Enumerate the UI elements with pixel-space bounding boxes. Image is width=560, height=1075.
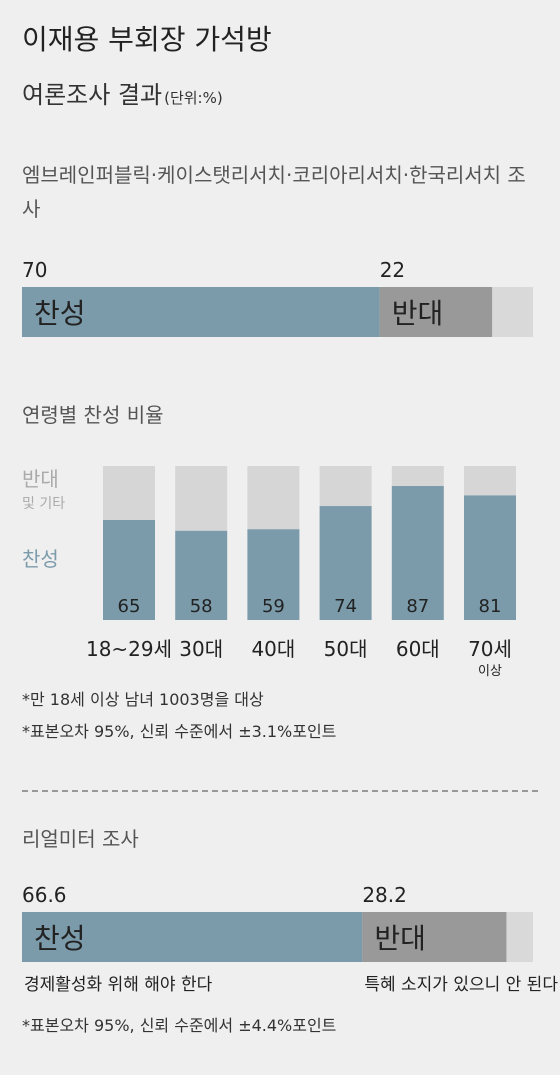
segment-label: 반대 (374, 922, 426, 955)
bar-segment (22, 287, 380, 337)
value-label: 74 (334, 596, 357, 617)
bar-segment (391, 466, 444, 487)
divider (22, 790, 538, 792)
bar-segment (319, 506, 372, 620)
segment-label: 반대 (392, 297, 444, 330)
legend-label: 찬성 (22, 547, 59, 571)
unit: (단위:%) (164, 89, 223, 107)
value-label: 22 (380, 258, 405, 282)
legend-label: 반대 및 기타 (22, 467, 66, 512)
bar-segment (464, 495, 516, 620)
bar-segment (175, 530, 228, 620)
value-label: 66.6 (22, 883, 67, 907)
chart-title: 연령별 찬성 비율 (22, 403, 164, 427)
subtitle: 여론조사 결과 (단위:%) (22, 80, 223, 111)
x-tick-label: 30대 (179, 637, 224, 661)
value-label: 81 (479, 596, 502, 617)
bar-segment (103, 466, 155, 520)
note: *표본오차 95%, 신뢰 수준에서 ±4.4%포인트 (22, 1016, 337, 1035)
value-label: 65 (118, 596, 141, 617)
bar-segment (464, 466, 516, 496)
bar-segment (391, 486, 444, 620)
title: 이재용 부회장 가석방 (22, 23, 272, 56)
note: *표본오차 95%, 신뢰 수준에서 ±3.1%포인트 (22, 722, 337, 741)
chart-title: 리얼미터 조사 (22, 827, 139, 851)
segment-label: 찬성 (34, 297, 86, 330)
value-label: 28.2 (362, 883, 407, 907)
x-tick-label: 40대 (251, 637, 296, 661)
chart-title: 엠브레인퍼블릭·케이스탯리서치·코리아리서치·한국리서치 조사 (22, 163, 526, 221)
x-tick-label: 18~29세 (85, 637, 173, 661)
value-label: 87 (406, 596, 429, 617)
bar-segment (247, 466, 300, 530)
bar-segment (319, 466, 372, 507)
x-tick-label: 70세 이상 (468, 637, 512, 679)
bar-segment (175, 466, 228, 531)
value-label: 70 (22, 258, 47, 282)
bar-segment (362, 912, 507, 962)
bar-segment (22, 912, 363, 962)
value-label: 58 (190, 596, 213, 617)
bar-segment (247, 529, 300, 620)
x-tick-label: 50대 (323, 637, 368, 661)
value-label: 59 (262, 596, 285, 617)
segment-description: 경제활성화 위해 해야 한다 (24, 975, 213, 995)
bar-segment (103, 519, 155, 620)
x-tick-label: 60대 (395, 637, 440, 661)
segment-description: 특혜 소지가 있으니 안 된다 (364, 975, 558, 995)
bar-segment (379, 287, 493, 337)
note: *만 18세 이상 남녀 1003명을 대상 (22, 690, 264, 709)
segment-label: 찬성 (34, 922, 86, 955)
subtitle-text: 여론조사 결과 (22, 81, 163, 109)
